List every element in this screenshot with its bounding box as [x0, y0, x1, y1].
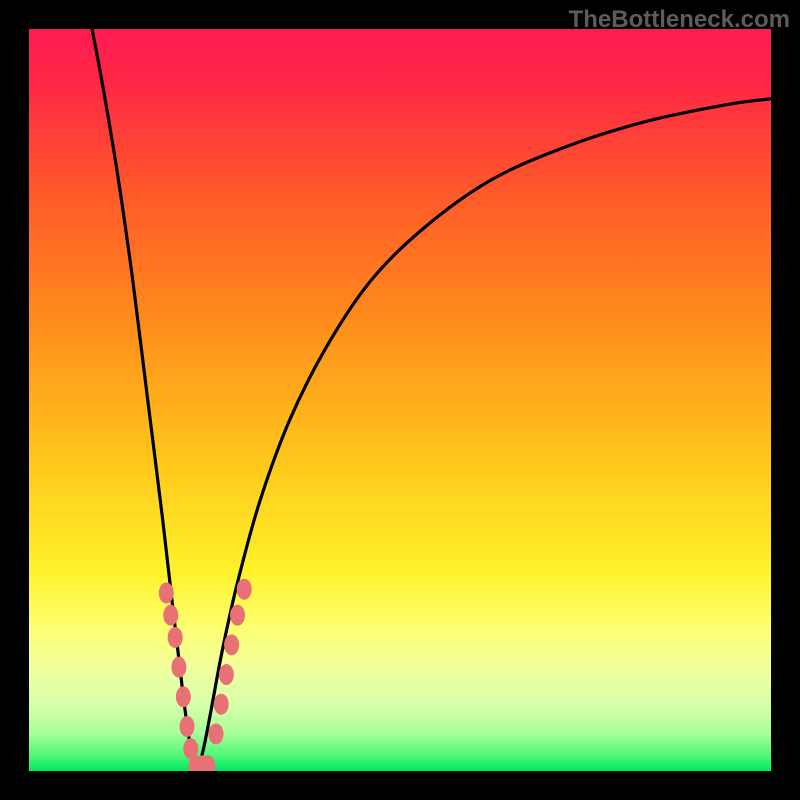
curve-marker	[219, 664, 234, 685]
curve-marker	[168, 627, 183, 648]
gradient-background	[29, 29, 771, 771]
curve-marker	[171, 657, 186, 678]
curve-marker	[180, 716, 195, 737]
curve-marker	[230, 605, 245, 626]
curve-marker	[159, 582, 174, 603]
curve-marker	[163, 605, 178, 626]
curve-marker	[214, 694, 229, 715]
chart-stage: TheBottleneck.com	[0, 0, 800, 800]
curve-marker	[224, 634, 239, 655]
curve-marker	[176, 686, 191, 707]
curve-marker	[208, 723, 223, 744]
plot-area	[29, 29, 771, 771]
watermark-text: TheBottleneck.com	[569, 6, 790, 34]
curve-marker	[237, 579, 252, 600]
